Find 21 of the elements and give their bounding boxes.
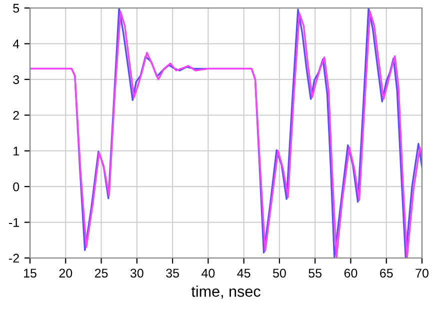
x-tick-label: 20	[59, 268, 72, 278]
y-tick-label: 4	[12, 40, 20, 48]
x-tick-label: 25	[94, 268, 108, 278]
y-tick-label: -2	[9, 254, 19, 263]
y-tick-label: -1	[9, 218, 19, 227]
x-tick-label: 15	[24, 268, 36, 278]
x-tick-label: 45	[237, 268, 250, 278]
x-tick-label: 40	[202, 268, 215, 278]
x-tick-label: 35	[166, 268, 179, 278]
y-tick-label: 1	[14, 146, 19, 156]
y-tick-label: 2	[13, 110, 19, 120]
x-tick-label: 60	[344, 268, 358, 278]
x-axis-title: time, nsec	[191, 286, 260, 299]
x-tick-label: 65	[380, 268, 393, 278]
x-tick-label: 55	[308, 268, 322, 278]
x-tick-label: 30	[130, 268, 144, 278]
x-tick-label: 50	[273, 268, 286, 278]
y-tick-label: 3	[13, 75, 20, 84]
x-tick-label: 70	[416, 268, 428, 278]
y-tick-label: 0	[13, 182, 20, 192]
y-tick-label: 5	[13, 4, 20, 13]
